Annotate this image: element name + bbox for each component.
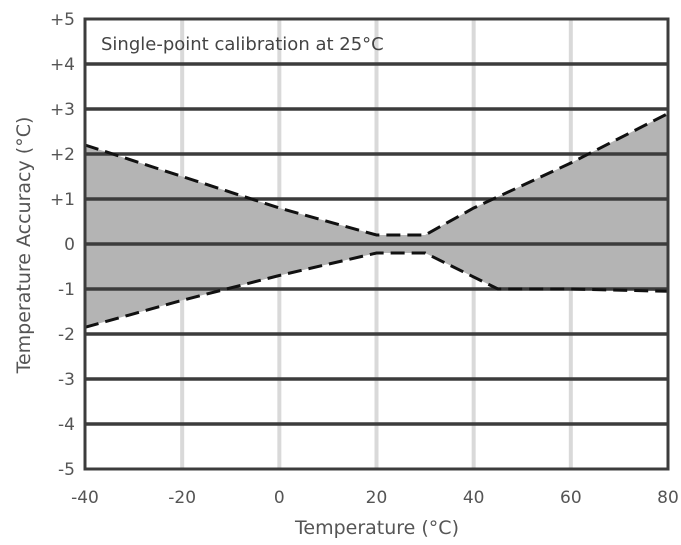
y-tick-label: -1: [58, 280, 75, 300]
y-tick-label: -3: [58, 370, 75, 390]
y-tick-label: 0: [64, 235, 75, 255]
x-axis-title: Temperature (°C): [294, 517, 459, 539]
lower-limit-line: [84, 251, 669, 329]
y-tick-label: -2: [58, 325, 75, 345]
upper-limit-line: [84, 112, 669, 237]
y-tick-label: +3: [50, 100, 75, 120]
y-axis-title: Temperature Accuracy (°C): [13, 117, 35, 375]
y-tick-label: +2: [50, 145, 75, 165]
x-tick-label: -20: [168, 488, 196, 508]
y-tick-label: +4: [50, 55, 75, 75]
chart-annotation: Single-point calibration at 25°C: [101, 34, 384, 55]
x-tick-label: 40: [463, 488, 485, 508]
y-tick-label: +5: [50, 10, 75, 30]
accuracy-band: [85, 113, 668, 328]
plot-frame: [83, 17, 670, 471]
horizontal-gridlines: [85, 62, 668, 426]
x-tick-label: 0: [274, 488, 285, 508]
y-tick-labels: +5 +4 +3 +2 +1 0 -1 -2 -3 -4 -5: [50, 10, 75, 480]
x-tick-labels: -40 -20 0 20 40 60 80: [71, 488, 679, 508]
x-tick-label: 20: [366, 488, 388, 508]
y-tick-label: -4: [58, 415, 75, 435]
y-tick-label: -5: [58, 460, 75, 480]
x-tick-label: 80: [657, 488, 679, 508]
x-tick-label: 60: [560, 488, 582, 508]
x-tick-label: -40: [71, 488, 99, 508]
y-tick-label: +1: [50, 190, 75, 210]
